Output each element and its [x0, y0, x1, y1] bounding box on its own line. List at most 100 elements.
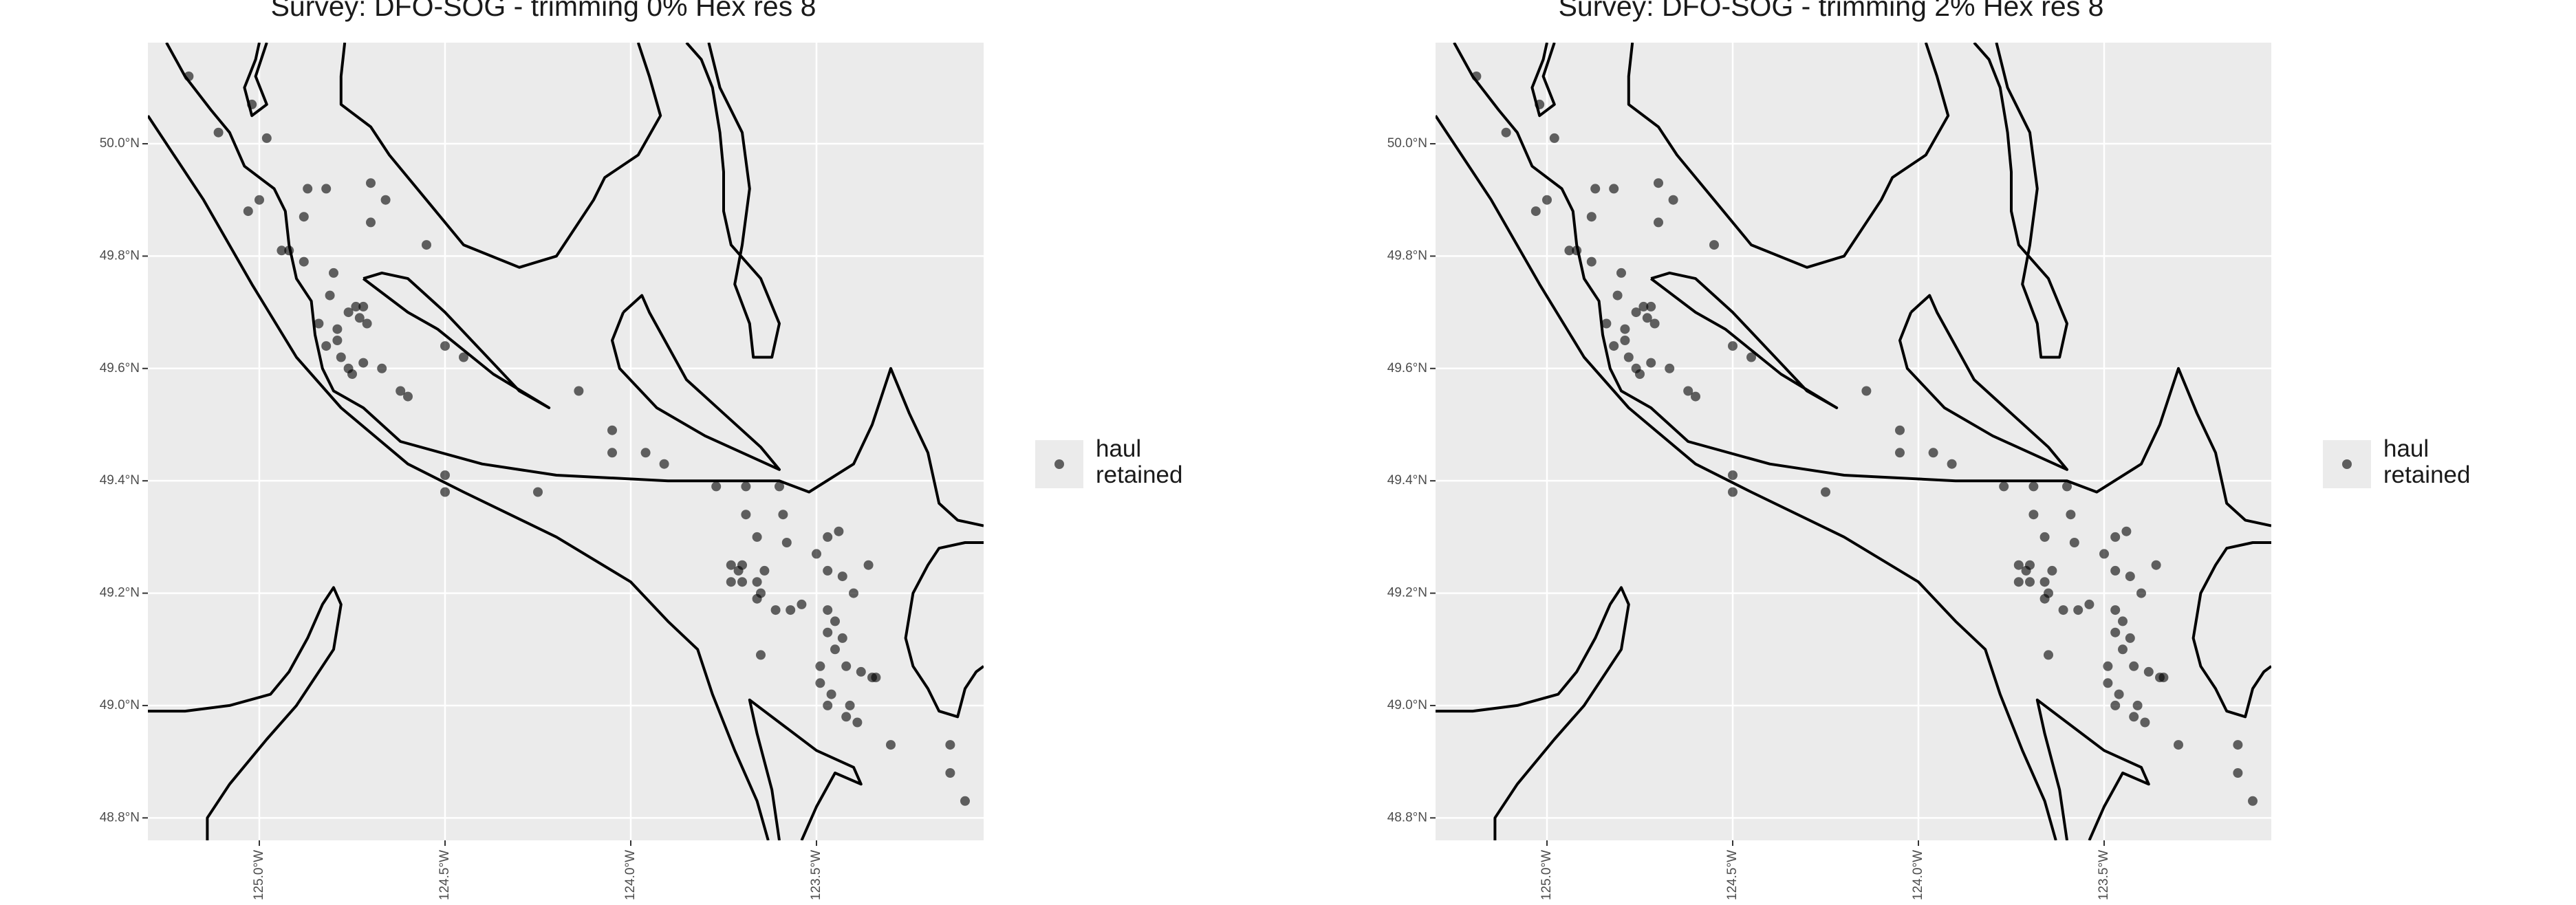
- haul-point: [277, 246, 287, 256]
- lon-tick-label: 124.5°W: [437, 850, 452, 900]
- haul-point: [299, 257, 309, 267]
- haul-point: [2158, 673, 2169, 683]
- haul-point: [823, 532, 833, 542]
- haul-point: [737, 577, 747, 587]
- legend-point-icon: [2342, 459, 2352, 469]
- haul-point: [1654, 178, 1663, 188]
- haul-point: [1728, 341, 1738, 351]
- map-panel-right: Survey: DFO-SOG - trimming 2% Hex res 8 …: [1288, 0, 2575, 905]
- haul-point: [2110, 605, 2121, 615]
- haul-point: [778, 510, 788, 520]
- lat-tick-label: 49.2°N: [1387, 586, 1427, 600]
- haul-point: [2233, 768, 2243, 778]
- lon-tick-label: 123.5°W: [809, 850, 823, 900]
- haul-point: [1586, 212, 1597, 222]
- haul-point: [1654, 217, 1663, 228]
- haul-point: [358, 301, 369, 312]
- haul-point: [2118, 644, 2128, 655]
- haul-point: [775, 481, 784, 492]
- haul-point: [533, 487, 543, 497]
- haul-point: [752, 593, 762, 604]
- haul-point: [741, 510, 751, 520]
- haul-point: [2151, 560, 2161, 570]
- haul-point: [2047, 565, 2057, 576]
- lat-tick-label: 49.2°N: [100, 586, 140, 600]
- haul-point: [1683, 386, 1693, 396]
- haul-point: [2129, 661, 2139, 671]
- lon-tick-label: 125.0°W: [252, 850, 266, 900]
- haul-point: [332, 324, 343, 334]
- haul-point: [440, 487, 450, 497]
- haul-point: [1999, 481, 2009, 492]
- haul-point: [837, 633, 847, 643]
- haul-point: [711, 481, 722, 492]
- panel-title: Survey: DFO-SOG - trimming 2% Hex res 8: [1558, 0, 2104, 22]
- haul-point: [1635, 369, 1645, 379]
- map-layers: [148, 43, 984, 840]
- legend-label: haul retained: [2383, 435, 2471, 488]
- haul-point: [815, 678, 825, 688]
- haul-point: [284, 246, 294, 256]
- map-layers: [1436, 43, 2271, 840]
- haul-point: [733, 565, 744, 576]
- haul-point: [2125, 571, 2135, 582]
- lat-tick-label: 49.8°N: [1387, 248, 1427, 263]
- haul-point: [1620, 336, 1630, 345]
- haul-point: [354, 313, 365, 323]
- legend-key: [1035, 440, 1083, 488]
- haul-point: [2084, 599, 2095, 609]
- haul-point: [1668, 195, 1678, 205]
- haul-point: [2136, 588, 2146, 598]
- haul-point: [1620, 324, 1630, 334]
- haul-point: [351, 301, 361, 312]
- haul-point: [945, 740, 955, 750]
- haul-point: [321, 341, 332, 351]
- haul-point: [1861, 386, 1872, 396]
- lat-tick-label: 48.8°N: [100, 810, 140, 825]
- coastline: [904, 541, 984, 719]
- haul-point: [2021, 565, 2031, 576]
- legend-left: haul retained: [1035, 436, 1242, 498]
- haul-point: [886, 740, 896, 750]
- haul-point: [2233, 740, 2243, 750]
- coastline: [1973, 43, 2068, 359]
- haul-point: [823, 605, 833, 615]
- haul-point: [1471, 72, 1482, 81]
- lat-tick-label: 49.4°N: [100, 473, 140, 488]
- haul-point: [459, 352, 468, 362]
- haul-point: [1590, 184, 1601, 194]
- haul-point: [2118, 616, 2128, 626]
- lat-tick-label: 49.6°N: [100, 361, 140, 375]
- haul-point: [2062, 481, 2072, 492]
- haul-point: [1623, 352, 1634, 362]
- haul-point: [1642, 313, 1652, 323]
- haul-point: [2129, 712, 2139, 722]
- haul-point: [314, 318, 324, 329]
- map-panel-left: Survey: DFO-SOG - trimming 0% Hex res 8 …: [100, 0, 984, 900]
- coastline: [1436, 115, 2057, 840]
- legend-key: [2323, 440, 2371, 488]
- haul-point: [1616, 268, 1626, 278]
- coastline: [748, 698, 863, 840]
- haul-point: [852, 717, 863, 728]
- haul-point: [396, 386, 406, 396]
- haul-point: [303, 184, 313, 194]
- haul-point: [849, 588, 858, 598]
- haul-point: [1586, 257, 1597, 267]
- haul-point: [770, 605, 781, 615]
- haul-point: [1601, 318, 1612, 329]
- haul-point: [213, 127, 224, 138]
- haul-point: [2125, 633, 2135, 643]
- haul-point: [1895, 448, 1905, 458]
- haul-point: [2039, 593, 2050, 604]
- haul-point: [380, 195, 391, 205]
- lat-tick-label: 49.4°N: [1387, 473, 1427, 488]
- haul-point: [960, 796, 970, 806]
- haul-point: [823, 627, 833, 637]
- haul-point: [871, 673, 881, 683]
- haul-point: [1947, 459, 1957, 469]
- haul-point: [2058, 605, 2068, 615]
- haul-point: [607, 448, 617, 458]
- haul-point: [1564, 246, 1574, 256]
- haul-point: [184, 72, 194, 81]
